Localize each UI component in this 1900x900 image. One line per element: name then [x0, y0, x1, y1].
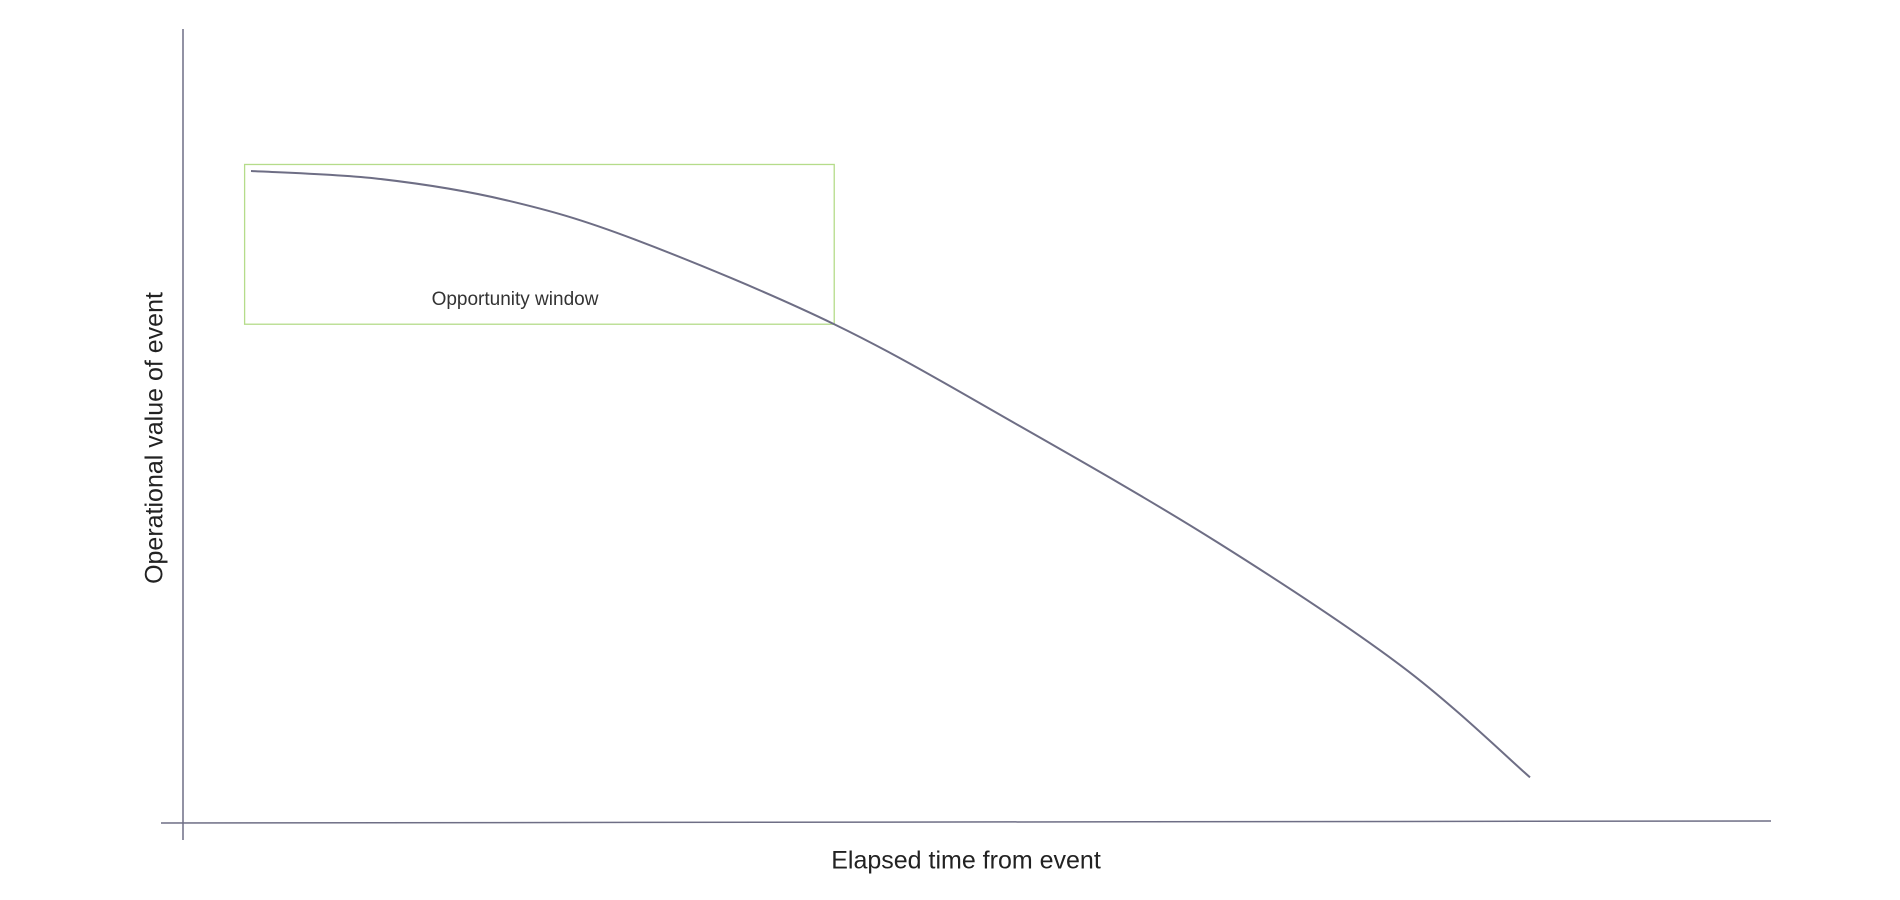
opportunity-window-box	[243, 163, 835, 325]
x-axis-label: Elapsed time from event	[831, 846, 1101, 875]
opportunity-window-label: Opportunity window	[431, 289, 599, 310]
x-axis	[160, 820, 1772, 824]
y-axis-label: Operational value of event	[140, 292, 169, 584]
value-curve	[250, 170, 1531, 779]
